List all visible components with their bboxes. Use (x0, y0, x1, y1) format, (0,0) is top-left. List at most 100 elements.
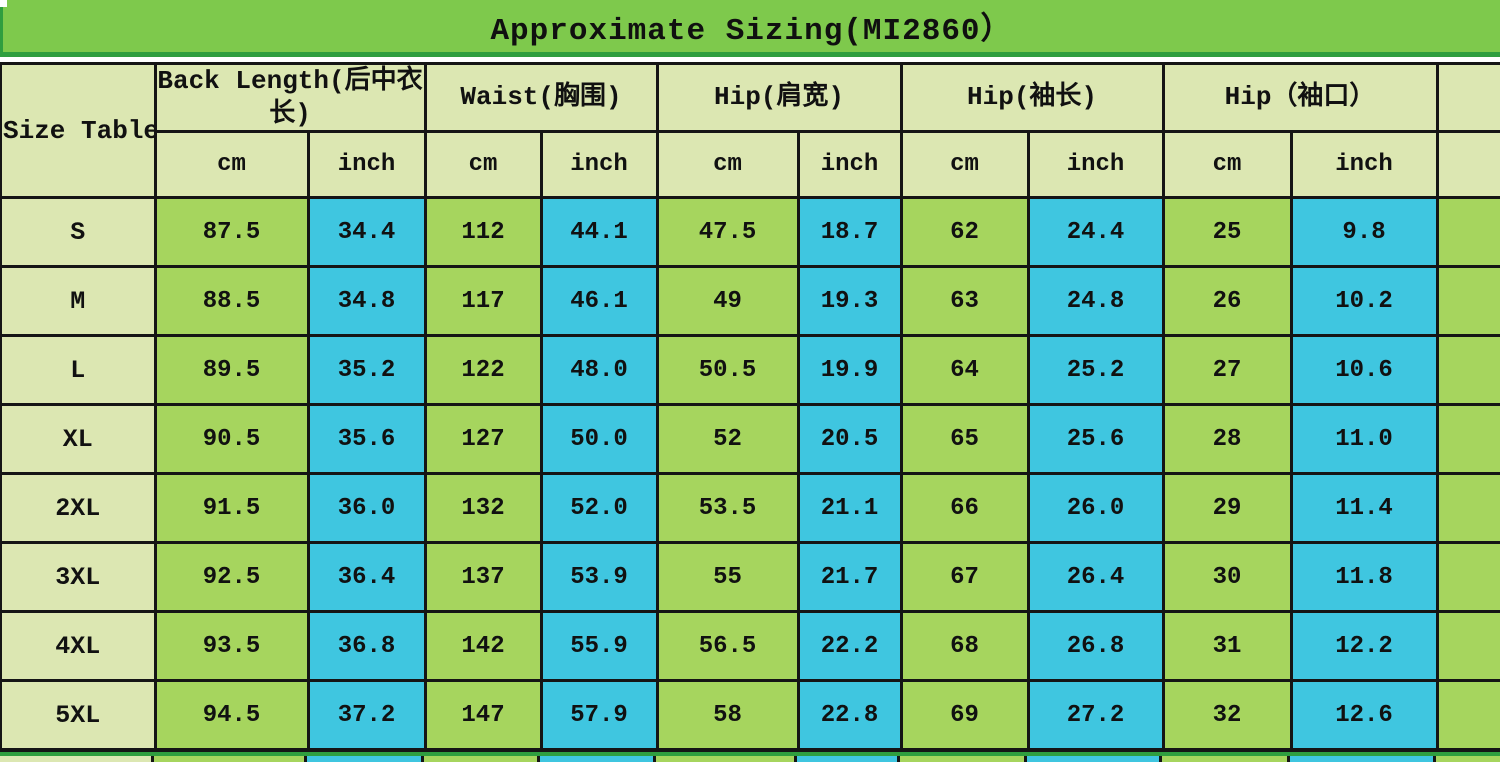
size-cell: L (0, 334, 157, 406)
size-table-corner-label: Size Table (0, 62, 157, 199)
value-cell: 37.2 (306, 679, 427, 751)
value-cell: 44.1 (539, 196, 659, 268)
unit-header-row: cm inch cm inch cm inch cm inch cm inch (1, 130, 1500, 199)
value-cell: 25.2 (1026, 334, 1165, 406)
extra-column-cell (1435, 679, 1500, 751)
value-cell: 62 (899, 196, 1030, 268)
cutoff-cell (424, 756, 540, 762)
size-cell: 3XL (0, 541, 157, 613)
value-cell: 68 (899, 610, 1030, 682)
unit-header-cm: cm (655, 130, 800, 199)
value-cell: 36.8 (306, 610, 427, 682)
value-cell: 28 (1161, 403, 1293, 475)
group-header-hip-cuff: Hip（袖口） (1161, 62, 1439, 133)
value-cell: 53.9 (539, 541, 659, 613)
value-cell: 58 (655, 679, 800, 751)
value-cell: 26 (1161, 265, 1293, 337)
value-cell: 36.4 (306, 541, 427, 613)
value-cell: 22.8 (796, 679, 903, 751)
size-cell: S (0, 196, 157, 268)
size-cell: 2XL (0, 472, 157, 544)
value-cell: 21.1 (796, 472, 903, 544)
value-cell: 11.0 (1289, 403, 1439, 475)
value-cell: 50.0 (539, 403, 659, 475)
value-cell: 63 (899, 265, 1030, 337)
unit-header-cm: cm (423, 130, 543, 199)
value-cell: 12.2 (1289, 610, 1439, 682)
value-cell: 35.2 (306, 334, 427, 406)
value-cell: 65 (899, 403, 1030, 475)
value-cell: 25 (1161, 196, 1293, 268)
table-row: 5XL 94.5 37.2 147 57.9 58 22.8 69 27.2 32 12.6 (0, 679, 1500, 751)
value-cell: 26.4 (1026, 541, 1165, 613)
group-header-waist: Waist(胸围) (423, 62, 659, 133)
value-cell: 25.6 (1026, 403, 1165, 475)
value-cell: 55 (655, 541, 800, 613)
value-cell: 142 (423, 610, 543, 682)
extra-column-header-bottom (1435, 130, 1500, 199)
value-cell: 10.2 (1289, 265, 1439, 337)
value-cell: 127 (423, 403, 543, 475)
value-cell: 34.8 (306, 265, 427, 337)
extra-column-cell (1435, 472, 1500, 544)
extra-column-cell (1435, 196, 1500, 268)
value-cell: 53.5 (655, 472, 800, 544)
value-cell: 11.4 (1289, 472, 1439, 544)
unit-header-inch: inch (1026, 130, 1165, 199)
cutoff-cell (797, 756, 900, 762)
value-cell: 87.5 (153, 196, 310, 268)
value-cell: 26.0 (1026, 472, 1165, 544)
value-cell: 56.5 (655, 610, 800, 682)
value-cell: 31 (1161, 610, 1293, 682)
value-cell: 64 (899, 334, 1030, 406)
unit-header-cm: cm (153, 130, 310, 199)
cutoff-cell (154, 756, 307, 762)
extra-column-cell (1435, 265, 1500, 337)
value-cell: 55.9 (539, 610, 659, 682)
extra-column-cell (1435, 541, 1500, 613)
cutoff-row-strip (0, 750, 1500, 762)
cutoff-cell (900, 756, 1027, 762)
value-cell: 132 (423, 472, 543, 544)
value-cell: 24.8 (1026, 265, 1165, 337)
unit-header-cm: cm (899, 130, 1030, 199)
value-cell: 147 (423, 679, 543, 751)
size-table: Size Table Back Length(后中衣长) Waist(胸围) H… (0, 62, 1500, 751)
value-cell: 92.5 (153, 541, 310, 613)
cutoff-cell (1162, 756, 1290, 762)
table-row: 2XL 91.5 36.0 132 52.0 53.5 21.1 66 26.0 29 11.4 (0, 472, 1500, 544)
value-cell: 10.6 (1289, 334, 1439, 406)
value-cell: 34.4 (306, 196, 427, 268)
cutoff-cell (656, 756, 797, 762)
extra-column-cell (1435, 334, 1500, 406)
value-cell: 27 (1161, 334, 1293, 406)
value-cell: 35.6 (306, 403, 427, 475)
value-cell: 36.0 (306, 472, 427, 544)
extra-column-header-top (1435, 62, 1500, 133)
cutoff-cell (1290, 756, 1436, 762)
value-cell: 90.5 (153, 403, 310, 475)
value-cell: 12.6 (1289, 679, 1439, 751)
value-cell: 50.5 (655, 334, 800, 406)
value-cell: 19.9 (796, 334, 903, 406)
value-cell: 22.2 (796, 610, 903, 682)
page-title: Approximate Sizing(MI2860） (490, 14, 1013, 49)
group-header-hip-sleeve: Hip(袖长) (899, 62, 1165, 133)
cutoff-cell (540, 756, 656, 762)
value-cell: 11.8 (1289, 541, 1439, 613)
table-row: M 88.5 34.8 117 46.1 49 19.3 63 24.8 26 10.2 (0, 265, 1500, 337)
unit-header-cm: cm (1161, 130, 1293, 199)
value-cell: 91.5 (153, 472, 310, 544)
value-cell: 24.4 (1026, 196, 1165, 268)
group-header-row: Size Table Back Length(后中衣长) Waist(胸围) H… (0, 62, 1500, 199)
value-cell: 47.5 (655, 196, 800, 268)
corner-notch (0, 0, 7, 7)
value-cell: 30 (1161, 541, 1293, 613)
table-row: XL 90.5 35.6 127 50.0 52 20.5 65 25.6 28 11.0 (0, 403, 1500, 475)
value-cell: 26.8 (1026, 610, 1165, 682)
size-cell: M (0, 265, 157, 337)
cutoff-cell (0, 756, 154, 762)
table-row: 4XL 93.5 36.8 142 55.9 56.5 22.2 68 26.8 31 12.2 (0, 610, 1500, 682)
value-cell: 48.0 (539, 334, 659, 406)
value-cell: 112 (423, 196, 543, 268)
